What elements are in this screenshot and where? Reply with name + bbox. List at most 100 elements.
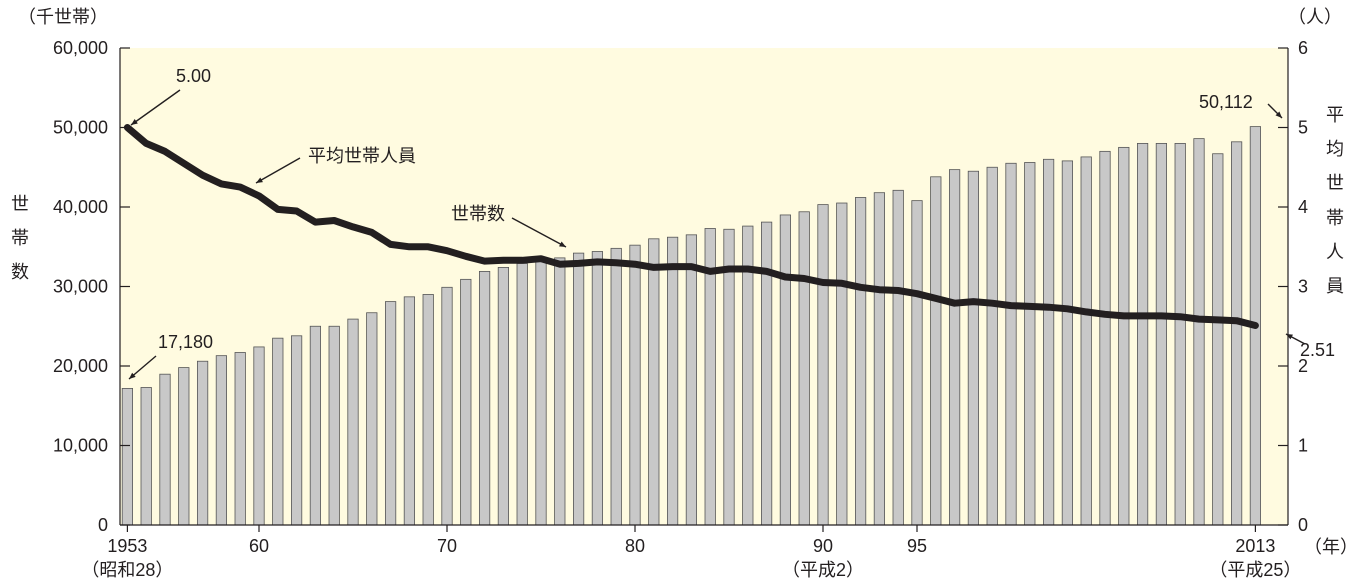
bar-1973 — [497, 267, 510, 526]
annotation-leaders — [128, 89, 1306, 380]
bar-1965 — [347, 318, 359, 526]
bar-2005 — [1099, 150, 1111, 526]
x-tick-label: 95 — [907, 536, 927, 556]
left-axis-unit: （千世帯） — [18, 7, 108, 27]
right-tick-label: 6 — [1298, 38, 1308, 58]
bar-2003 — [1061, 160, 1073, 526]
left-tick-label: 40,000 — [53, 197, 108, 217]
x-tick-label: 60 — [249, 536, 269, 556]
annotation-series-households-name: 世帯数 — [451, 204, 505, 224]
right-axis-label: 平均世帯人員 — [1326, 105, 1344, 296]
right-tick-label: 3 — [1298, 277, 1308, 297]
bar-2007 — [1137, 142, 1149, 526]
bar-1958 — [215, 355, 227, 526]
bar-1975 — [535, 260, 547, 526]
bar-1970 — [441, 286, 453, 526]
x-tick-label: 1953 — [107, 536, 147, 556]
annotation-end-avg: 2.51 — [1300, 340, 1336, 360]
bar-1990 — [817, 204, 829, 526]
bar-1989 — [798, 211, 810, 526]
left-tick-label: 0 — [98, 515, 108, 535]
bar-2001 — [1024, 162, 1036, 526]
bar-1983 — [685, 234, 698, 526]
bar-1971 — [460, 278, 472, 526]
right-tick-label: 0 — [1298, 515, 1308, 535]
bar-1956 — [178, 367, 190, 526]
bar-1996 — [930, 176, 942, 526]
bar-1980 — [629, 244, 641, 526]
leader-end-avg-arrowhead — [1286, 334, 1293, 340]
bar-1999 — [986, 166, 998, 526]
x-axis-unit: （年） — [1304, 537, 1358, 557]
left-tick-label: 50,000 — [53, 118, 108, 138]
bar-1961 — [272, 337, 284, 526]
right-tick-label: 2 — [1298, 356, 1308, 376]
bar-1969 — [422, 294, 434, 526]
bar-1998 — [967, 170, 980, 526]
leader-end-households-arrowhead — [1275, 111, 1282, 118]
bar-1997 — [949, 169, 961, 526]
bar-1964 — [328, 325, 340, 526]
bar-1978 — [591, 251, 604, 526]
annotation-start-households: 17,180 — [158, 332, 214, 352]
leader-series-avg — [255, 157, 301, 184]
bar-2012 — [1231, 141, 1243, 526]
bar-2009 — [1174, 142, 1186, 526]
bar-1982 — [667, 236, 679, 526]
bar-2010 — [1193, 138, 1205, 526]
right-tick-label: 4 — [1298, 197, 1308, 217]
bar-1988 — [779, 214, 792, 526]
x-tick-label: 2013 — [1235, 536, 1275, 556]
bar-2004 — [1080, 156, 1092, 526]
bar-2008 — [1155, 142, 1167, 526]
left-tick-label: 20,000 — [53, 356, 108, 376]
left-axis-label: 世帯数 — [11, 194, 29, 283]
x-tick-label: 80 — [625, 536, 645, 556]
bar-1995 — [911, 200, 923, 526]
bar-1976 — [554, 257, 566, 526]
leader-series-households — [511, 217, 567, 248]
bar-1967 — [384, 301, 397, 526]
leader-start-households-arrowhead — [129, 372, 136, 379]
bar-1955 — [159, 373, 171, 526]
x-tick-label: 70 — [437, 536, 457, 556]
right-axis-unit: （人） — [1288, 7, 1342, 27]
bar-1977 — [573, 252, 585, 526]
bar-1963 — [309, 325, 322, 526]
bar-1953 — [121, 388, 133, 526]
bar-1960 — [253, 346, 265, 526]
annotation-start-avg: 5.00 — [176, 66, 212, 86]
bar-1994 — [892, 189, 904, 526]
bar-1991 — [836, 202, 848, 526]
x-tick-sublabel: （平成2） — [782, 560, 864, 580]
bar-1968 — [403, 296, 416, 526]
right-tick-label: 5 — [1298, 118, 1308, 138]
bar-1992 — [855, 197, 867, 526]
bar-1957 — [196, 360, 209, 526]
bar-1972 — [478, 270, 491, 526]
leader-start-avg — [130, 89, 181, 126]
left-tick-label: 10,000 — [53, 436, 108, 456]
bar-2000 — [1005, 162, 1017, 526]
left-tick-label: 60,000 — [53, 38, 108, 58]
bar-2006 — [1118, 146, 1130, 526]
bar-1974 — [516, 263, 528, 526]
bar-1959 — [234, 352, 246, 526]
annotation-end-households: 50,112 — [1199, 92, 1253, 112]
x-tick-sublabel: （平成25） — [1209, 560, 1301, 580]
leader-series-households-arrowhead — [559, 241, 566, 247]
bar-1993 — [873, 192, 886, 526]
bar-2002 — [1043, 158, 1055, 526]
bar-1979 — [610, 247, 622, 526]
ticks-group: 0 10,000 20,000 30,000 40,000 50,000 60,000 0 1 2… — [53, 38, 1308, 580]
leader-start-avg-arrowhead — [131, 119, 138, 125]
annotation-series-avg-name: 平均世帯人員 — [308, 146, 416, 166]
bar-1966 — [366, 312, 378, 526]
bar-1954 — [140, 387, 152, 526]
bar-1962 — [290, 335, 303, 526]
right-tick-label: 1 — [1298, 436, 1308, 456]
x-tick-label: 90 — [813, 536, 833, 556]
series-line-average-household-size — [123, 124, 1259, 329]
x-tick-sublabel: （昭和28） — [81, 560, 173, 580]
